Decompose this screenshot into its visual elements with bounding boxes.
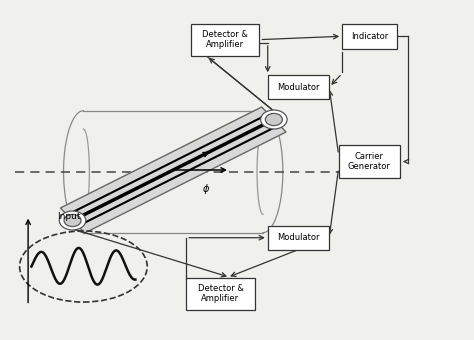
Text: Modulator: Modulator	[277, 83, 319, 91]
Circle shape	[261, 110, 287, 129]
Text: Input: Input	[57, 212, 81, 221]
Circle shape	[59, 211, 86, 230]
Text: Detector &
Amplifier: Detector & Amplifier	[198, 284, 243, 303]
Polygon shape	[60, 107, 286, 233]
Circle shape	[64, 215, 81, 226]
FancyBboxPatch shape	[342, 23, 397, 49]
Text: Detector &
Amplifier: Detector & Amplifier	[202, 30, 248, 49]
Text: Modulator: Modulator	[277, 233, 319, 242]
Circle shape	[265, 114, 283, 125]
FancyBboxPatch shape	[338, 144, 400, 178]
Text: Carrier
Generator: Carrier Generator	[348, 152, 391, 171]
Text: $\phi$: $\phi$	[201, 182, 210, 196]
FancyBboxPatch shape	[268, 226, 329, 250]
Text: Indicator: Indicator	[351, 32, 388, 41]
FancyBboxPatch shape	[268, 75, 329, 99]
FancyBboxPatch shape	[186, 277, 255, 310]
FancyBboxPatch shape	[191, 23, 259, 56]
